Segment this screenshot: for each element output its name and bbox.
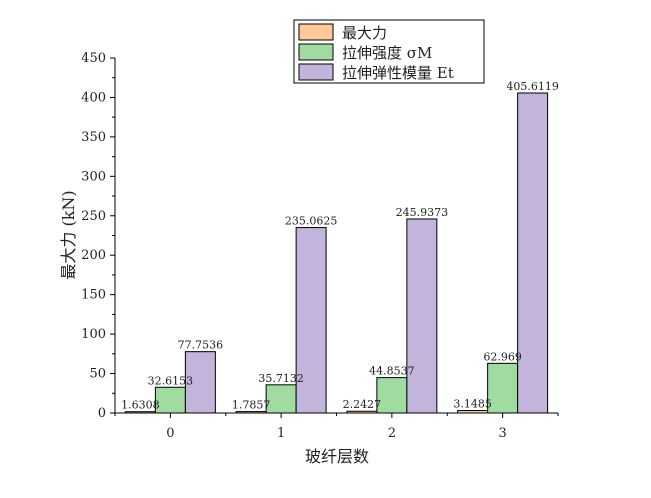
data-label-series1-3: 62.969 <box>483 350 522 363</box>
x-ticks: 0 1 2 3 <box>114 413 559 441</box>
data-label-series1-1: 35.7132 <box>258 372 304 385</box>
data-label-series2-2: 245.9373 <box>396 206 449 219</box>
y-tick-label: 400 <box>81 90 106 105</box>
legend-label-series1: 拉伸强度 σM <box>342 44 432 62</box>
y-tick-label: 0 <box>98 406 106 421</box>
y-tick-label: 150 <box>81 288 106 303</box>
data-label-series1-0: 32.6153 <box>148 374 194 387</box>
x-tick-label: 2 <box>388 426 396 441</box>
bar-series1-0 <box>154 386 186 414</box>
y-ticks: 0 50 100 150 200 250 300 350 400 450 <box>81 51 115 421</box>
legend-label-series2: 拉伸弹性模量 Et <box>342 64 454 82</box>
data-labels-layer: 1.6308 32.6153 77.7536 1.7857 35.7132 235.062… <box>121 80 559 412</box>
bar-series1-2 <box>376 377 408 414</box>
bar-series1-3 <box>487 362 519 414</box>
bars-layer <box>124 92 549 414</box>
y-tick-label: 250 <box>81 209 106 224</box>
data-label-series0-1: 1.7857 <box>232 399 271 412</box>
data-label-series2-3: 405.6119 <box>506 80 559 93</box>
legend-swatch-series0 <box>298 23 334 41</box>
data-label-series0-0: 1.6308 <box>121 399 160 412</box>
y-tick-label: 350 <box>81 130 106 145</box>
y-tick-label: 50 <box>89 367 106 382</box>
legend-label-series0: 最大力 <box>342 24 387 42</box>
legend-swatch-series1 <box>298 43 334 61</box>
data-label-series2-1: 235.0625 <box>285 215 338 228</box>
bar-series2-3 <box>517 92 549 414</box>
x-tick-label: 3 <box>498 426 506 441</box>
bar-series2-0 <box>184 351 216 414</box>
data-label-series1-2: 44.8537 <box>369 365 415 378</box>
y-tick-label: 200 <box>81 248 106 263</box>
x-axis-title: 玻纤层数 <box>305 447 369 466</box>
data-label-series0-3: 3.1485 <box>453 398 492 411</box>
y-tick-label: 100 <box>81 327 106 342</box>
x-tick-label: 0 <box>166 426 174 441</box>
x-tick-label: 1 <box>277 426 285 441</box>
y-tick-label: 300 <box>81 169 106 184</box>
y-axis-title: 最大力 (kN) <box>59 190 78 279</box>
y-tick-label: 450 <box>81 51 106 66</box>
data-label-series2-0: 77.7536 <box>178 339 224 352</box>
axes: 0 50 100 150 200 250 300 350 400 450 0 1 2 3 <box>81 51 559 441</box>
bar-series2-1 <box>295 227 327 414</box>
bar-series2-2 <box>406 218 438 414</box>
bar-series1-1 <box>265 384 297 414</box>
legend-swatch-series2 <box>298 63 334 81</box>
data-label-series0-2: 2.2427 <box>343 398 382 411</box>
